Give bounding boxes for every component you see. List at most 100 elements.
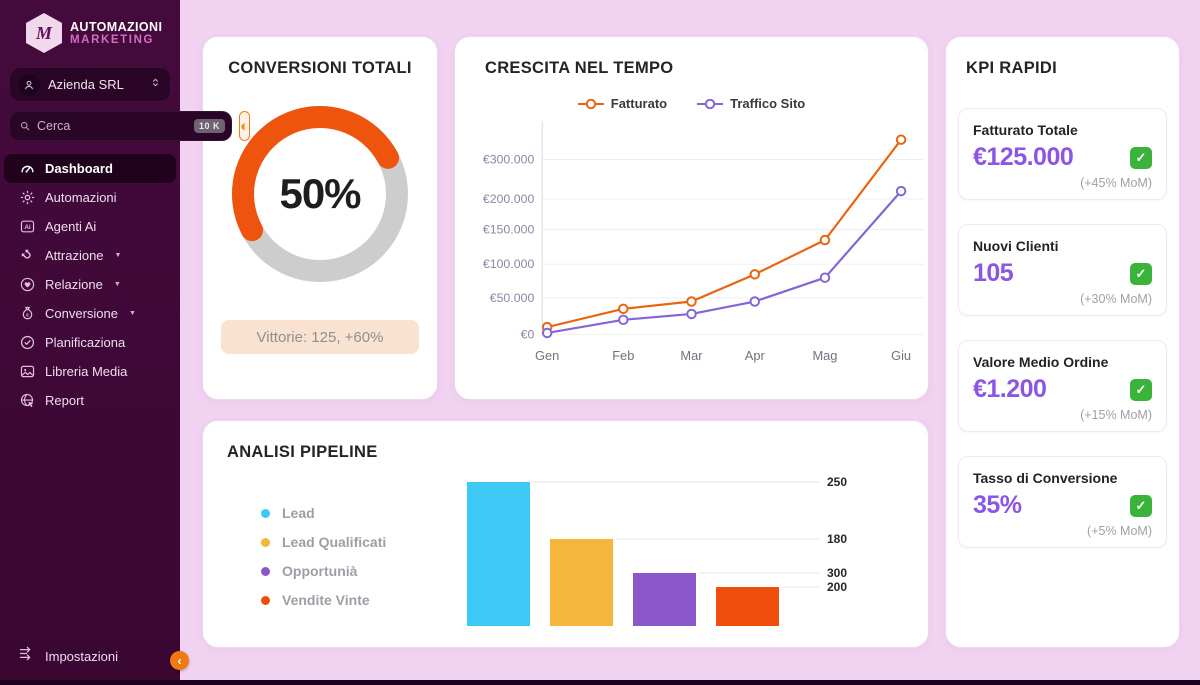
- sidebar-item-impostazioni[interactable]: Impostazioni: [0, 645, 180, 667]
- sidebar: M AUTOMAZIONI MARKETING Azienda SRL 10 K…: [0, 0, 251, 685]
- wins-badge: Vittorie: 125, +60%: [221, 320, 419, 354]
- legend-dot-icon: [261, 537, 270, 547]
- kpi-delta: (+5% MoM): [1087, 524, 1152, 538]
- svg-text:€: €: [26, 313, 29, 319]
- svg-text:Feb: Feb: [612, 348, 634, 363]
- kpi-value: €1.200: [973, 375, 1047, 403]
- svg-text:€300.000: €300.000: [483, 152, 535, 166]
- legend-item-lead: Lead: [261, 505, 386, 521]
- brand-line-2: MARKETING: [70, 34, 155, 46]
- sidebar-nav: Dashboard Automazioni Ai Agenti Ai Attrazion…: [0, 154, 180, 415]
- kpi-rapidi-card: KPI RAPIDI Fatturato Totale €125.000 ✓ (+45…: [945, 36, 1180, 648]
- brand-name: AUTOMAZIONI MARKETING: [70, 20, 162, 46]
- legend-item-vendite-vinte: Vendite Vinte: [261, 592, 386, 608]
- svg-text:€0: €0: [521, 327, 535, 341]
- bottom-edge-bar: [0, 680, 1200, 685]
- sidebar-item-dashboard[interactable]: Dashboard: [4, 154, 176, 183]
- check-icon[interactable]: ✓: [1130, 378, 1152, 401]
- conversioni-totali-card: CONVERSIONI TOTALI 50% Vittorie: 125, +6…: [202, 36, 438, 400]
- heart-icon: [19, 276, 36, 293]
- search-icon: [21, 122, 30, 131]
- search-shortcut-badge: 10 K: [194, 119, 226, 133]
- chevron-down-icon: ▼: [129, 310, 136, 317]
- svg-text:€200.000: €200.000: [483, 192, 535, 206]
- chevron-updown-icon: [149, 76, 162, 94]
- legend-dot-icon: [261, 595, 270, 605]
- bar-chart-legend: Lead Lead Qualificati Opportunià Vendite Vi…: [261, 505, 386, 608]
- kpi-card-tasso-di-conversione: Tasso di Conversione 35% ✓ (+5% MoM): [958, 456, 1167, 548]
- legend-item-traffico-sito: Traffico Sito: [697, 96, 805, 111]
- svg-text:€150.000: €150.000: [483, 223, 535, 237]
- kpi-value: 105: [973, 259, 1014, 287]
- sidebar-item-attrazione[interactable]: Attrazione ▼: [4, 241, 176, 270]
- svg-text:200: 200: [827, 580, 847, 594]
- legend-marker-icon: [697, 98, 724, 109]
- sidebar-item-conversione[interactable]: € Conversione ▼: [4, 299, 176, 328]
- kpi-card-fatturato-totale: Fatturato Totale €125.000 ✓ (+45% MoM): [958, 108, 1167, 200]
- legend-item-opportuni: Opportunià: [261, 563, 386, 579]
- audio-toggle-button[interactable]: ◐: [239, 111, 251, 141]
- sidebar-item-label: Conversione: [45, 306, 118, 321]
- sidebar-collapse-button[interactable]: ‹: [170, 651, 189, 670]
- svg-text:Gen: Gen: [535, 348, 559, 363]
- search-input[interactable]: [37, 119, 188, 133]
- conversioni-title: CONVERSIONI TOTALI: [228, 59, 412, 77]
- logo-hexagon-icon: M: [26, 13, 62, 53]
- legend-dot-icon: [261, 566, 270, 576]
- legend-label: Lead Qualificati: [282, 534, 387, 550]
- svg-text:Mar: Mar: [680, 348, 703, 363]
- sidebar-item-planificaziona[interactable]: Planificaziona: [4, 328, 176, 357]
- sidebar-item-report[interactable]: Report: [4, 386, 176, 415]
- chevron-down-icon: ▼: [113, 281, 121, 288]
- main-content: CONVERSIONI TOTALI 50% Vittorie: 125, +6…: [180, 0, 1200, 685]
- check-circle-icon: [19, 334, 36, 351]
- svg-text:Apr: Apr: [745, 348, 766, 363]
- donut-chart: 50%: [220, 94, 420, 294]
- check-icon[interactable]: ✓: [1130, 494, 1152, 517]
- gear-icon: [19, 189, 36, 206]
- gauge-icon: [19, 160, 36, 177]
- crescita-title: CRESCITA NEL TEMPO: [485, 59, 674, 77]
- svg-text:300: 300: [827, 566, 847, 580]
- sidebar-item-libreria-media[interactable]: Libreria Media: [4, 357, 176, 386]
- legend-item-fatturato: Fatturato: [577, 96, 667, 111]
- kpi-list: Fatturato Totale €125.000 ✓ (+45% MoM) Nuovi…: [958, 108, 1167, 548]
- svg-text:Giu: Giu: [891, 348, 911, 363]
- ai-badge-icon: Ai: [19, 218, 36, 235]
- user-avatar-icon: [18, 73, 40, 96]
- kpi-delta: (+45% MoM): [1080, 176, 1152, 190]
- half-circle-icon: ◐: [240, 117, 250, 135]
- kpi-label: Fatturato Totale: [973, 122, 1078, 138]
- svg-text:Ai: Ai: [24, 224, 31, 231]
- svg-text:180: 180: [827, 532, 847, 546]
- kpi-label: Tasso di Conversione: [973, 470, 1118, 486]
- legend-item-lead-qualificati: Lead Qualificati: [261, 534, 386, 550]
- sidebar-item-automazioni[interactable]: Automazioni: [4, 183, 176, 212]
- search-field[interactable]: 10 K: [9, 111, 233, 141]
- bar-chart: 250 180 300 200: [203, 457, 928, 647]
- svg-text:Mag: Mag: [812, 348, 837, 363]
- kpi-delta: (+15% MoM): [1080, 408, 1152, 422]
- kpi-label: Valore Medio Ordine: [973, 354, 1109, 370]
- footer-label: Impostazioni: [45, 648, 118, 664]
- kpi-value: €125.000: [973, 143, 1074, 171]
- sidebar-item-label: Attrazione: [45, 248, 104, 263]
- pipeline-title: ANALISI PIPELINE: [227, 443, 378, 461]
- check-icon[interactable]: ✓: [1130, 146, 1152, 169]
- sidebar-item-relazione[interactable]: Relazione ▼: [4, 270, 176, 299]
- app-logo: M AUTOMAZIONI MARKETING: [0, 0, 180, 63]
- kpi-label: Nuovi Clienti: [973, 238, 1059, 254]
- legend-label: Lead: [282, 505, 315, 521]
- check-icon[interactable]: ✓: [1130, 262, 1152, 285]
- crescita-card: CRESCITA NEL TEMPO Fatturato Traffico Sit…: [454, 36, 929, 400]
- legend-label: Vendite Vinte: [282, 592, 370, 608]
- kpi-delta: (+30% MoM): [1080, 292, 1152, 306]
- svg-text:250: 250: [827, 475, 847, 489]
- brand-line-1: AUTOMAZIONI: [70, 20, 163, 34]
- line-chart: €0 €50.000 €100.000 €150.000 €200.000 €300.00…: [455, 113, 928, 377]
- company-selector[interactable]: Azienda SRL: [9, 67, 171, 102]
- analisi-pipeline-card: ANALISI PIPELINE Lead Lead Qualificati Opp…: [202, 420, 929, 648]
- sidebar-item-label: Libreria Media: [45, 364, 128, 379]
- chevron-left-icon: ‹: [177, 653, 182, 668]
- sidebar-item-agenti-ai[interactable]: Ai Agenti Ai: [4, 212, 176, 241]
